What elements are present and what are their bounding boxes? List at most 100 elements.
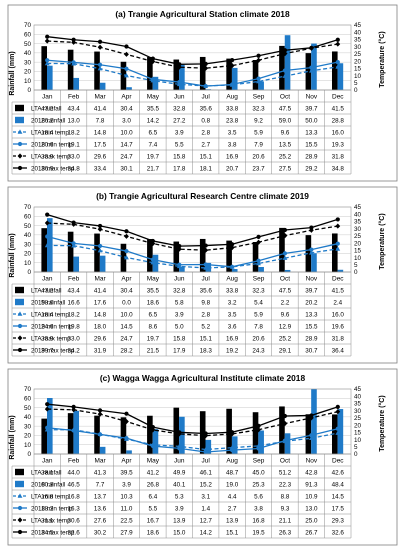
table-cell: 16.9 [226, 335, 239, 342]
bar [67, 413, 74, 454]
y-tick-label: 0 [27, 269, 31, 276]
data-point [203, 265, 209, 270]
bar [252, 60, 259, 90]
data-point [308, 415, 314, 421]
table-cell: 3.1 [201, 493, 210, 500]
table-cell: 16.7 [147, 517, 160, 524]
bar [147, 239, 153, 272]
x-tick-label: Nov [306, 458, 318, 465]
data-point [282, 251, 288, 256]
data-point [45, 425, 50, 430]
table-cell: 0.0 [122, 299, 131, 306]
table-cell: 59.0 [279, 117, 292, 124]
bar [120, 417, 127, 454]
bar [231, 269, 238, 272]
table-cell: 16.8 [252, 517, 265, 524]
table-cell: 31.8 [332, 153, 345, 160]
table-cell: 0.8 [201, 117, 210, 124]
table-cell: 15.2 [200, 481, 213, 488]
x-tick-label: Aug [226, 458, 238, 465]
data-point [176, 246, 182, 252]
data-point [124, 436, 129, 441]
bar [311, 389, 317, 454]
y-tick-label: 50 [24, 41, 32, 48]
data-point [97, 408, 103, 413]
table-cell: 6.4 [148, 493, 157, 500]
legend-label: LTA max temp [31, 153, 71, 160]
bar [284, 433, 291, 454]
table-cell: 21.5 [147, 347, 160, 354]
y2-axis-title: Temperature (°C) [378, 31, 386, 87]
table-cell: 11.0 [121, 505, 133, 512]
data-point [97, 243, 103, 249]
series-line [47, 244, 338, 269]
table-cell: 32.6 [67, 529, 80, 536]
x-tick-label: Feb [68, 276, 80, 283]
table-cell: 26.2 [41, 117, 54, 124]
data-point [203, 262, 208, 267]
y-tick-label: 50 [24, 405, 32, 412]
series-line [47, 36, 338, 65]
bar [305, 235, 312, 272]
data-point [256, 260, 261, 266]
table-cell: 47.5 [279, 287, 292, 294]
data-point [308, 435, 314, 441]
y-tick-label: 0 [27, 451, 31, 458]
data-point [203, 446, 209, 452]
legend-label: LTA max temp [31, 517, 71, 524]
data-point [230, 448, 235, 453]
table-cell: 27.6 [94, 517, 107, 524]
x-tick-label: Jan [42, 276, 53, 283]
table-cell: 29.3 [332, 517, 345, 524]
table-cell: 17.9 [173, 347, 186, 354]
bar [258, 266, 264, 272]
table-cell: 14.2 [200, 529, 213, 536]
legend-swatch [15, 298, 24, 306]
x-tick-label: Jun [174, 94, 185, 101]
table-cell: 41.3 [94, 469, 107, 476]
x-tick-label: Aug [226, 94, 238, 101]
table-cell: 13.6 [94, 505, 107, 512]
table-cell: 5.4 [254, 299, 263, 306]
table-cell: 10.0 [120, 129, 133, 136]
table-cell: 15.1 [200, 153, 213, 160]
y-tick-label: 40 [24, 50, 32, 57]
y-tick-label: 70 [24, 22, 32, 29]
table-cell: 3.2 [228, 299, 237, 306]
y2-tick-label: 5 [354, 444, 358, 451]
table-cell: 24.6 [41, 323, 54, 330]
table-cell: 8.6 [148, 323, 157, 330]
y2-tick-label: 45 [354, 386, 362, 393]
bar [311, 253, 317, 272]
bar [226, 58, 232, 90]
data-point [150, 77, 155, 82]
data-point [203, 431, 208, 436]
data-point [230, 58, 235, 63]
x-tick-label: May [147, 276, 160, 283]
data-point [71, 37, 76, 42]
data-point [282, 227, 288, 233]
table-cell: 46.1 [200, 469, 213, 476]
x-tick-label: Jan [42, 458, 53, 465]
chart-title: (b) Trangie Agricultural Research Centre… [96, 191, 309, 201]
legend-marker [17, 129, 23, 134]
table-cell: 19.3 [332, 141, 345, 148]
table-cell: 3.6 [228, 323, 237, 330]
y-tick-label: 30 [24, 59, 32, 66]
table-cell: 32.8 [173, 105, 186, 112]
table-cell: 10.0 [120, 311, 133, 318]
data-point [45, 212, 50, 217]
x-tick-label: Jun [174, 276, 185, 283]
data-point [335, 217, 340, 222]
table-cell: 26.7 [305, 529, 318, 536]
table-cell: 13.9 [173, 517, 186, 524]
table-cell: 33.0 [67, 335, 80, 342]
bar [94, 51, 100, 90]
bar [173, 241, 180, 272]
y-axis-title: Rainfall (mm) [9, 415, 16, 459]
bar [331, 51, 338, 90]
data-point [335, 430, 341, 435]
table-cell: 39.7 [305, 105, 318, 112]
data-point [44, 220, 50, 226]
data-point [177, 79, 182, 85]
